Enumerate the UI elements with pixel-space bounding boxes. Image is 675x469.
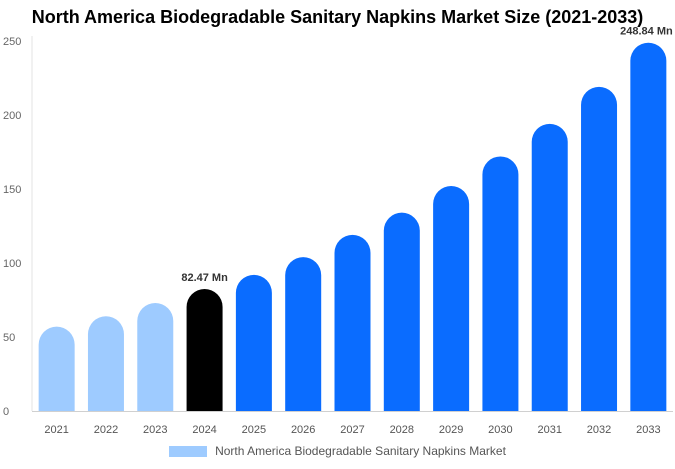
x-tick-label: 2029	[439, 424, 463, 436]
y-tick-label: 0	[3, 406, 9, 418]
bar-2022	[87, 316, 124, 411]
bar-2026	[285, 257, 322, 411]
x-tick-label: 2030	[488, 424, 512, 436]
x-tick-label: 2025	[242, 424, 266, 436]
x-tick-label: 2032	[587, 424, 611, 436]
x-tick-label: 2033	[636, 424, 660, 436]
data-label: 248.84 Mn	[620, 26, 673, 38]
y-tick-label: 250	[3, 36, 21, 48]
legend-label: North America Biodegradable Sanitary Nap…	[215, 444, 506, 458]
y-tick-label: 50	[3, 332, 15, 344]
x-tick-label: 2026	[291, 424, 315, 436]
y-tick-label: 100	[3, 258, 21, 270]
bar-2024	[186, 288, 223, 411]
legend: North America Biodegradable Sanitary Nap…	[0, 444, 675, 458]
bar-2033	[630, 42, 667, 412]
bar-2028	[383, 212, 420, 411]
bar-2032	[581, 86, 618, 411]
x-tick-label: 2023	[143, 424, 167, 436]
x-tick-label: 2022	[94, 424, 118, 436]
bar-2021	[38, 326, 75, 411]
x-tick-label: 2021	[44, 424, 68, 436]
bar-2023	[137, 302, 174, 411]
y-tick-label: 200	[3, 110, 21, 122]
x-tick-label: 2024	[192, 424, 216, 436]
bar-2025	[235, 274, 272, 411]
bar-2030	[482, 156, 519, 411]
legend-swatch	[169, 445, 208, 457]
x-tick-label: 2027	[340, 424, 364, 436]
bar-2027	[334, 234, 371, 411]
x-tick-label: 2031	[537, 424, 561, 436]
y-tick-label: 150	[3, 184, 21, 196]
bar-2029	[433, 186, 470, 411]
bar-2031	[531, 123, 568, 411]
chart-title: North America Biodegradable Sanitary Nap…	[31, 7, 644, 27]
x-tick-label: 2028	[390, 424, 414, 436]
data-label: 82.47 Mn	[181, 272, 228, 284]
